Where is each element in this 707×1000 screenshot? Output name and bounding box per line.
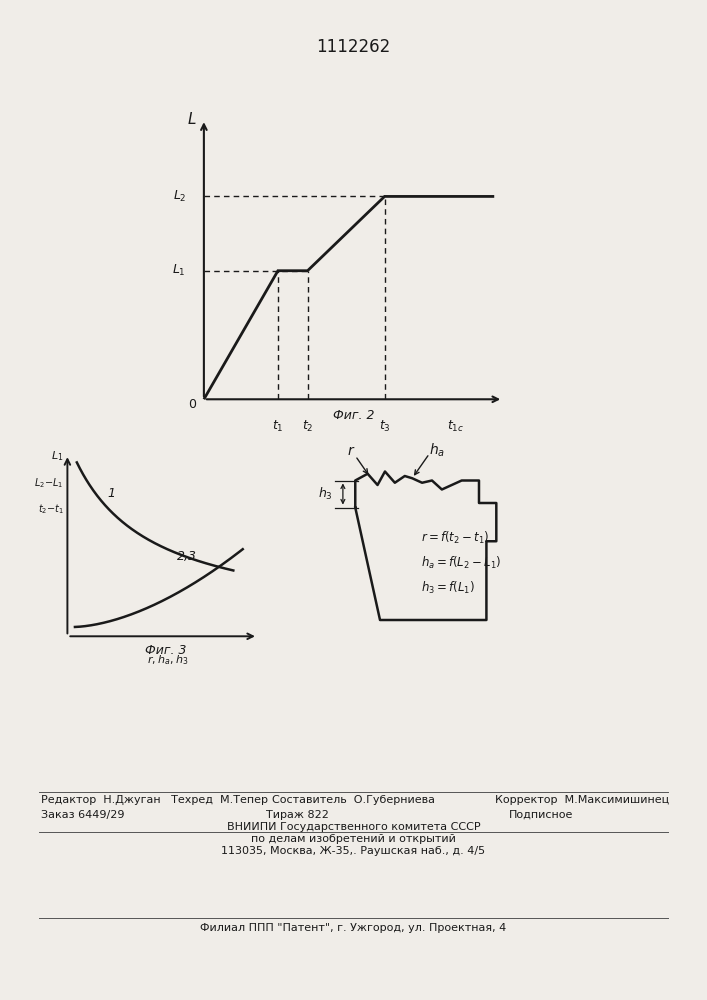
Text: 2,3: 2,3 bbox=[177, 550, 197, 563]
Text: Заказ 6449/29: Заказ 6449/29 bbox=[41, 810, 124, 820]
Text: $t_1$: $t_1$ bbox=[272, 419, 284, 434]
Text: $h_3 = f(L_1)$: $h_3 = f(L_1)$ bbox=[421, 580, 474, 596]
Text: $L_2{-}L_1$: $L_2{-}L_1$ bbox=[35, 477, 64, 490]
Text: 0: 0 bbox=[188, 398, 196, 412]
Text: Составитель  О.Губерниева: Составитель О.Губерниева bbox=[272, 795, 435, 805]
Text: Фиг. 2: Фиг. 2 bbox=[333, 409, 374, 422]
Text: 1: 1 bbox=[107, 487, 115, 500]
Text: $t_3$: $t_3$ bbox=[379, 419, 390, 434]
Text: Подписное: Подписное bbox=[509, 810, 573, 820]
Text: ВНИИПИ Государственного комитета СССР: ВНИИПИ Государственного комитета СССР bbox=[227, 822, 480, 832]
Text: 113035, Москва, Ж-35,. Раушская наб., д. 4/5: 113035, Москва, Ж-35,. Раушская наб., д.… bbox=[221, 846, 486, 856]
Text: $t_2$: $t_2$ bbox=[302, 419, 313, 434]
Text: Тираж 822: Тираж 822 bbox=[266, 810, 328, 820]
Text: r: r bbox=[347, 444, 354, 458]
Text: по делам изобретений и открытий: по делам изобретений и открытий bbox=[251, 834, 456, 844]
Text: $h_a = f(L_2 - L_1)$: $h_a = f(L_2 - L_1)$ bbox=[421, 555, 501, 571]
Text: $t_2{-}t_1$: $t_2{-}t_1$ bbox=[37, 503, 64, 516]
Text: Фиг. 3: Фиг. 3 bbox=[146, 644, 187, 657]
Text: $h_3$: $h_3$ bbox=[318, 486, 333, 502]
Text: $r, h_a, h_3$: $r, h_a, h_3$ bbox=[146, 653, 188, 667]
Text: $r = f(t_2 - t_1)$: $r = f(t_2 - t_1)$ bbox=[421, 530, 489, 546]
Text: Филиал ППП "Патент", г. Ужгород, ул. Проектная, 4: Филиал ППП "Патент", г. Ужгород, ул. Про… bbox=[200, 923, 507, 933]
Text: L: L bbox=[188, 112, 197, 127]
Text: 1112262: 1112262 bbox=[316, 38, 391, 56]
Text: $L_1$: $L_1$ bbox=[51, 449, 64, 463]
Text: $L_1$: $L_1$ bbox=[173, 263, 186, 278]
Text: Редактор  Н.Джуган   Техред  М.Тепер: Редактор Н.Джуган Техред М.Тепер bbox=[41, 795, 268, 805]
Text: $L_2$: $L_2$ bbox=[173, 189, 186, 204]
Text: $t_{1c}$: $t_{1c}$ bbox=[447, 419, 464, 434]
Text: Корректор  М.Максимишинец: Корректор М.Максимишинец bbox=[495, 795, 669, 805]
Text: $h_a$: $h_a$ bbox=[429, 441, 445, 459]
